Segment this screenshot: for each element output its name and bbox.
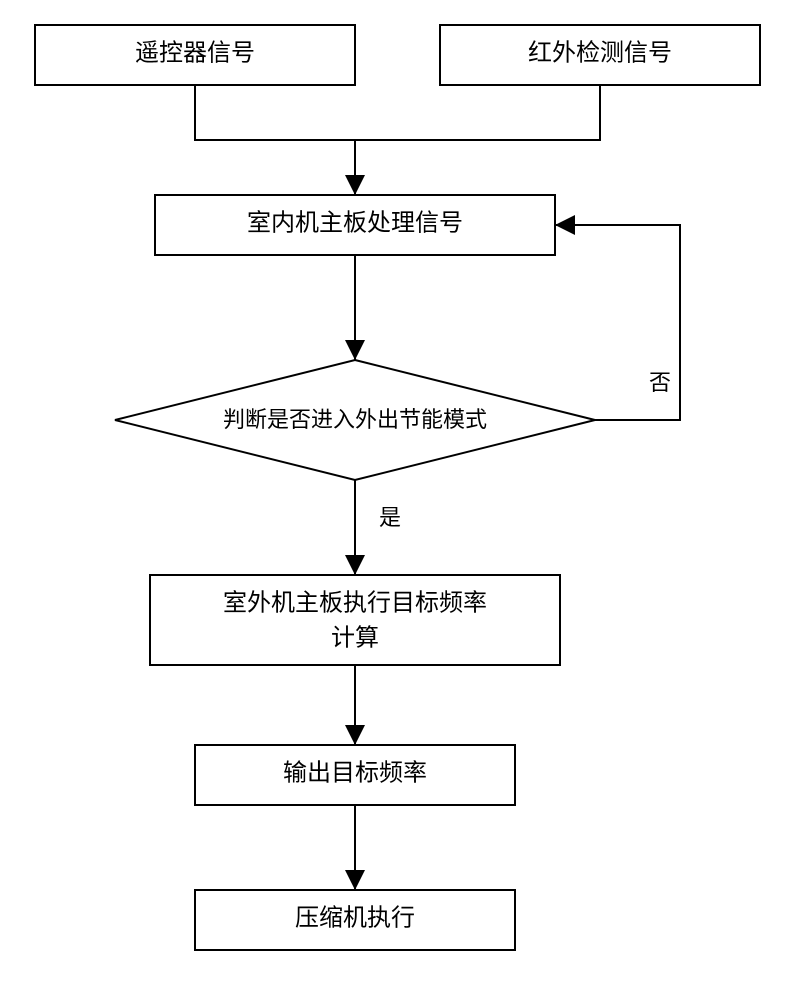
edge-label-e5: 是 — [379, 505, 401, 530]
node-outdoor-calc-label1: 室外机主板执行目标频率 — [223, 590, 487, 617]
node-infrared-signal-label: 红外检测信号 — [528, 40, 672, 67]
edge-e2 — [355, 85, 600, 140]
node-decision-label: 判断是否进入外出节能模式 — [223, 407, 487, 432]
node-output-freq-label: 输出目标频率 — [283, 760, 427, 787]
node-compressor-exec-label: 压缩机执行 — [295, 905, 415, 932]
edge-label-e6: 否 — [649, 370, 671, 395]
edge-e1 — [195, 85, 355, 140]
node-remote-signal-label: 遥控器信号 — [135, 40, 255, 67]
node-indoor-process-label: 室内机主板处理信号 — [247, 210, 463, 237]
node-outdoor-calc-label2: 计算 — [331, 625, 379, 652]
